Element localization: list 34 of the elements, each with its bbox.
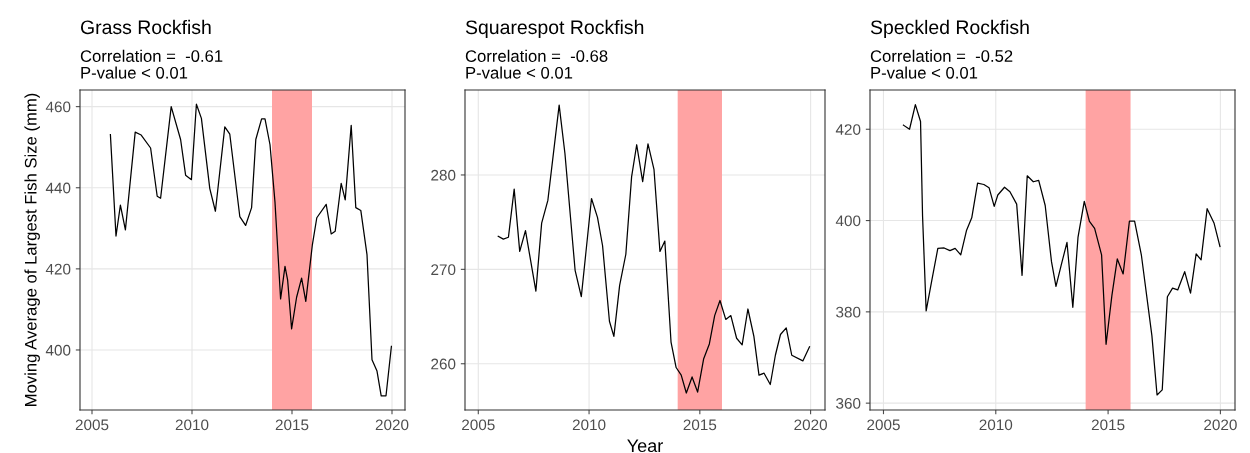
chart-title: Speckled Rockfish: [870, 19, 1029, 38]
y-tick-label: 420: [45, 263, 71, 275]
y-tick-label: 400: [835, 215, 861, 227]
y-tick-label: 270: [431, 264, 456, 276]
x-tick-label: 2010: [175, 419, 209, 431]
line-series: [497, 104, 811, 394]
chart-subtitle: Correlation = -0.61 P-value < 0.01: [80, 49, 223, 79]
y-tick-label: 400: [45, 344, 71, 356]
x-tick-label: 2020: [794, 419, 827, 431]
chart-title: Grass Rockfish: [80, 19, 211, 35]
y-tick-label: 380: [836, 306, 861, 318]
line-series: [109, 103, 393, 397]
x-tick-label: 2020: [375, 419, 409, 431]
x-tick-label: 2015: [275, 419, 309, 431]
x-tick-label: 2015: [1091, 419, 1125, 431]
chart-subtitle: Correlation = -0.52 P-value < 0.01: [870, 49, 1013, 79]
y-tick-label: 360: [836, 398, 861, 409]
x-axis-title: Year: [627, 439, 663, 453]
chart-title: Squarespot Rockfish: [465, 19, 644, 38]
x-tick-label: 2005: [867, 419, 900, 431]
x-tick-label: 2010: [572, 419, 606, 431]
x-tick-label: 2020: [1204, 419, 1237, 431]
x-tick-label: 2010: [979, 419, 1013, 431]
y-tick-label: 260: [431, 358, 456, 370]
y-tick-label: 420: [835, 124, 861, 135]
y-tick-label: 440: [45, 182, 71, 194]
y-tick-label: 460: [45, 101, 71, 113]
chart-subtitle: Correlation = -0.68 P-value < 0.01: [465, 49, 608, 79]
x-tick-label: 2005: [75, 419, 109, 431]
x-tick-label: 2005: [462, 419, 495, 431]
y-axis-title: Moving Average of Largest Fish Size (mm): [24, 93, 40, 406]
y-tick-label: 280: [431, 169, 456, 181]
line-series: [902, 103, 1221, 396]
x-tick-label: 2015: [683, 419, 717, 431]
